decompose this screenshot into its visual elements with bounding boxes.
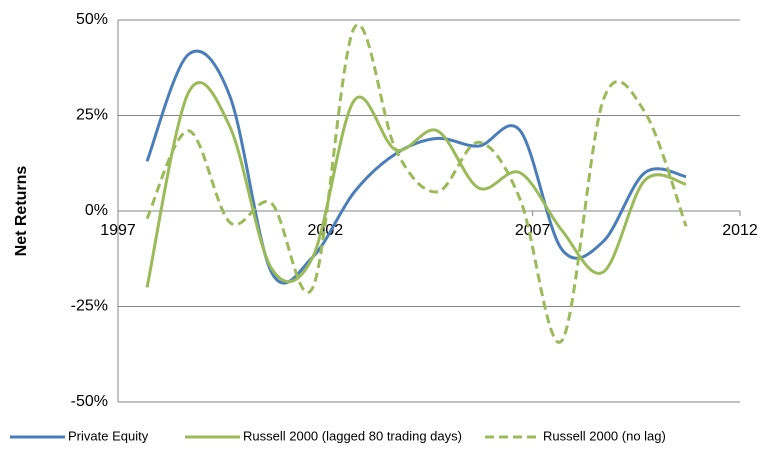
x-tick-label: 2012 — [722, 222, 758, 239]
x-tick-label: 2007 — [515, 222, 551, 239]
legend-label: Russell 2000 (no lag) — [543, 428, 666, 443]
series-line — [145, 49, 687, 285]
y-tick-label: 50% — [76, 11, 108, 28]
y-tick-label: -25% — [71, 298, 108, 315]
y-tick-label: -50% — [71, 393, 108, 410]
y-tick-label: 0% — [85, 202, 108, 219]
series-line — [145, 81, 687, 288]
y-axis-label: Net Returns — [13, 166, 30, 257]
series-line — [145, 23, 688, 344]
y-tick-label: 25% — [76, 107, 108, 124]
legend-label: Russell 2000 (lagged 80 trading days) — [243, 428, 462, 443]
x-tick-label: 1997 — [100, 222, 136, 239]
legend-label: Private Equity — [68, 428, 149, 443]
